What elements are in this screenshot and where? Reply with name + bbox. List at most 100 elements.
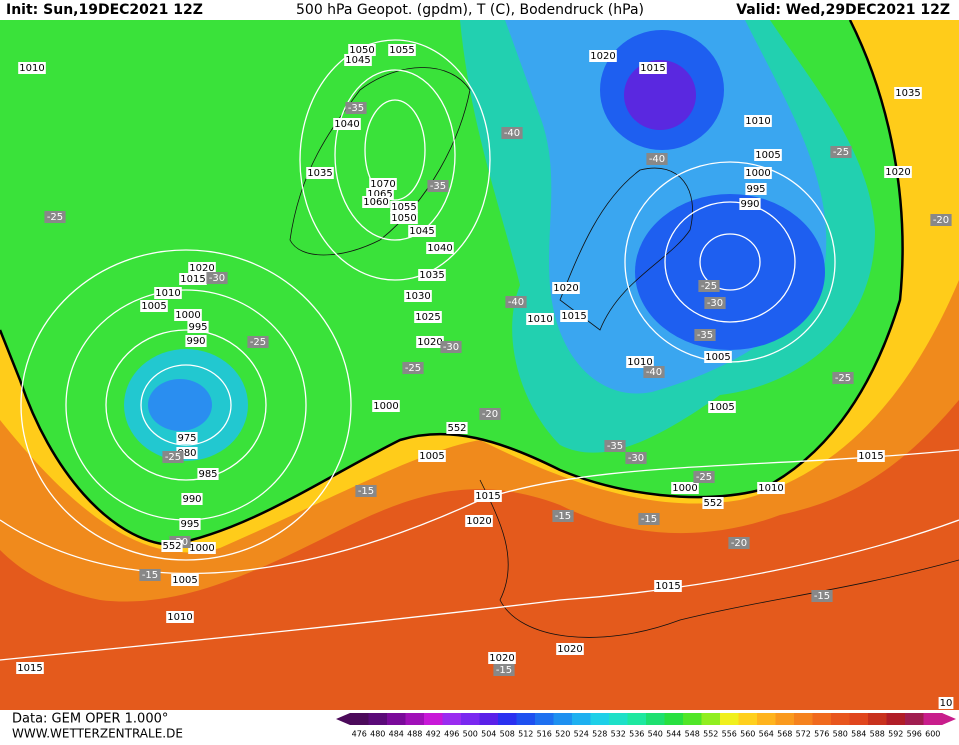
temp-label: -30	[209, 273, 225, 284]
isobar-label: 1040	[427, 243, 452, 254]
isobar-label-box	[552, 282, 580, 294]
isobar-label: 1010	[745, 116, 770, 127]
isobar-label: 1000	[745, 168, 770, 179]
isobar-label: 1015	[475, 491, 500, 502]
legend-label: 488	[407, 730, 422, 739]
legend-label: 540	[648, 730, 663, 739]
legend-swatch	[350, 713, 369, 725]
temp-label-box	[44, 211, 66, 223]
legend-label: 528	[592, 730, 607, 739]
temp-label-box	[930, 214, 952, 226]
contour-label: 552	[162, 541, 181, 552]
isobar-label-box	[344, 54, 372, 66]
isobar-label: 1020	[417, 337, 442, 348]
contour-label-box	[702, 497, 724, 509]
isobar-label: 1020	[557, 644, 582, 655]
legend-swatch	[535, 713, 554, 725]
isobar-label: 1045	[409, 226, 434, 237]
isobar-label: 1025	[415, 312, 440, 323]
isobar-label: 1010	[155, 288, 180, 299]
isobar-label: 1015	[858, 451, 883, 462]
contour-label: 552	[703, 498, 722, 509]
isobar-label-box	[744, 167, 772, 179]
isobar-label: 1050	[349, 45, 374, 56]
isobar-label: 1000	[373, 401, 398, 412]
isobar-label: 1010	[167, 612, 192, 623]
temp-label: -25	[701, 281, 717, 292]
isobar-label-box	[704, 351, 732, 363]
temp-label: -15	[142, 570, 158, 581]
legend-swatch	[738, 713, 758, 725]
legend-swatch	[905, 713, 924, 725]
isobar-label: 995	[180, 519, 199, 530]
legend-swatch	[849, 713, 869, 725]
isobar-label-box	[181, 493, 203, 505]
temp-label: -25	[405, 363, 421, 374]
isobar-label-box	[626, 356, 654, 368]
temp-label: -30	[443, 342, 459, 353]
contour-label-box	[446, 422, 468, 434]
legend-label: 588	[870, 730, 885, 739]
isobar-label-box	[369, 178, 397, 190]
legend-label: 584	[851, 730, 866, 739]
isobar-label: 975	[177, 433, 196, 444]
isobar-label: 1045	[345, 55, 370, 66]
legend-swatch	[479, 713, 499, 725]
temp-label: -40	[508, 297, 524, 308]
legend-swatch	[553, 713, 573, 725]
isobar-label: 1040	[334, 119, 359, 130]
legend-swatch	[757, 713, 776, 725]
isobar-label-box	[179, 273, 207, 285]
legend-label: 556	[722, 730, 737, 739]
legend-arrow-right	[942, 713, 956, 725]
temp-label-box	[345, 102, 367, 114]
temp-label-box	[493, 664, 515, 676]
legend-label: 572	[796, 730, 811, 739]
legend-label: 508	[500, 730, 515, 739]
isobar-label: 995	[188, 322, 207, 333]
map-title: 500 hPa Geopot. (gpdm), T (C), Bodendruc…	[296, 2, 644, 18]
temp-label-box	[427, 180, 449, 192]
temp-label-box	[694, 329, 716, 341]
isobar-label-box	[154, 287, 182, 299]
temp-label: -15	[641, 514, 657, 525]
isobar-label: 1065	[367, 189, 392, 200]
isobar-label-box	[526, 313, 554, 325]
isobar-label: 1015	[17, 663, 42, 674]
isobar-label-box	[388, 44, 416, 56]
isobar-label: 1010	[527, 314, 552, 325]
isobar-label: 1020	[466, 516, 491, 527]
isobar-label: 1035	[895, 88, 920, 99]
legend-label: 500	[463, 730, 478, 739]
isobar-label-box	[418, 450, 446, 462]
isobar-label-box	[390, 201, 418, 213]
isobar-label: 1070	[370, 179, 395, 190]
temp-label: -35	[430, 181, 446, 192]
temp-label-box	[505, 296, 527, 308]
isobar-label-box	[188, 262, 216, 274]
temp-label-box	[811, 590, 833, 602]
legend-swatch	[868, 713, 887, 725]
isobar-label-box	[654, 580, 682, 592]
legend-label: 484	[389, 730, 404, 739]
isobar-label: 1000	[175, 310, 200, 321]
isobar-label-box	[465, 515, 493, 527]
isobar-label-box	[140, 300, 168, 312]
temp-label-box	[646, 153, 668, 165]
isobar-label: 1020	[489, 653, 514, 664]
legend-swatch	[664, 713, 684, 725]
isobar-label-box	[556, 643, 584, 655]
temp-label-box	[501, 127, 523, 139]
isobar-label-box	[474, 490, 502, 502]
isobar-label-box	[560, 310, 588, 322]
legend-label: 576	[814, 730, 829, 739]
temp-label: -25	[696, 472, 712, 483]
temp-label-box	[479, 408, 501, 420]
map	[0, 19, 959, 710]
isobar-label: 1020	[885, 167, 910, 178]
isobar-label-box	[708, 401, 736, 413]
isobar-label-box	[188, 542, 216, 554]
isobar-label-box	[306, 167, 334, 179]
legend-swatch	[572, 713, 591, 725]
